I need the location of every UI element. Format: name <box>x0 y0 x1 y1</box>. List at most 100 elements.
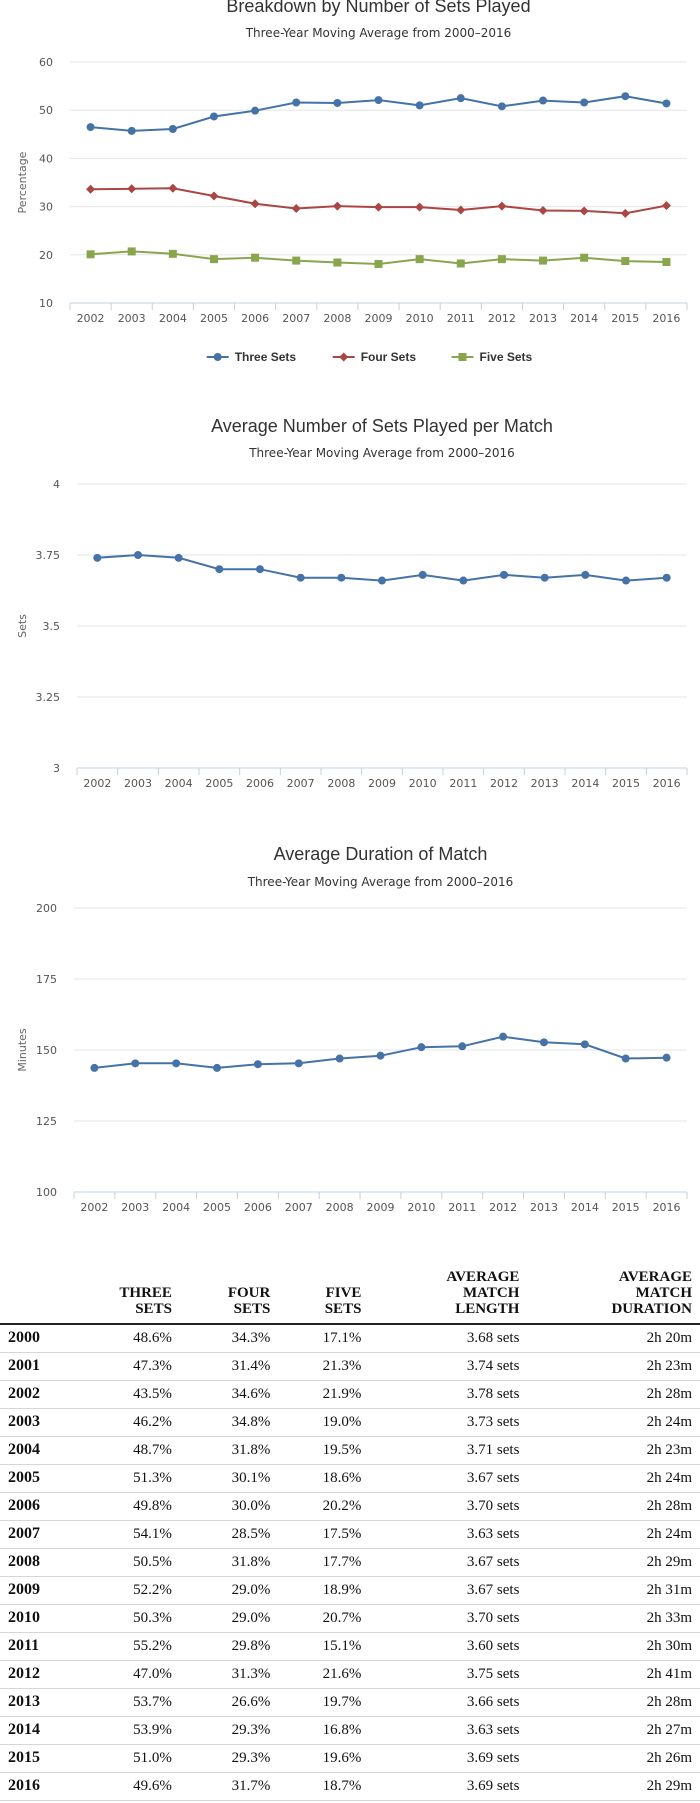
year-cell: 2007 <box>0 1520 62 1549</box>
value-cell: 19.5% <box>278 1436 370 1465</box>
table-row: 2006 49.8% 30.0% 20.2% 3.70 sets 2h 28m <box>0 1492 700 1521</box>
data-point <box>213 1063 222 1072</box>
data-point <box>292 256 301 265</box>
column-header: AVERAGE MATCH DURATION <box>527 1262 700 1325</box>
value-cell: 2h 24m <box>527 1408 700 1437</box>
data-point <box>291 204 301 214</box>
data-point <box>172 1059 181 1068</box>
value-cell: 30.0% <box>179 1492 279 1521</box>
value-cell: 2h 27m <box>527 1716 700 1745</box>
x-tick-label: 2010 <box>409 777 437 790</box>
avg-sets-chart: Average Number of Sets Played per Match T… <box>16 416 688 790</box>
series-2 <box>86 247 671 268</box>
value-cell: 18.9% <box>278 1576 370 1605</box>
data-point <box>378 576 386 585</box>
x-tick-label: 2009 <box>365 312 393 325</box>
data-point <box>418 570 427 579</box>
data-point <box>374 96 383 105</box>
x-tick-label: 2007 <box>287 777 315 790</box>
x-tick-label: 2010 <box>406 312 434 325</box>
data-point <box>459 576 468 585</box>
value-cell: 3.70 sets <box>369 1604 528 1633</box>
data-point <box>337 573 346 582</box>
y-tick-label: 3 <box>53 762 60 775</box>
data-point <box>662 573 671 582</box>
y-tick-label: 200 <box>36 902 57 915</box>
data-point <box>215 565 224 574</box>
data-point <box>621 257 630 266</box>
value-cell: 3.69 sets <box>369 1744 528 1773</box>
data-point <box>497 255 506 264</box>
y-tick-label: 40 <box>39 152 53 165</box>
data-point <box>661 201 671 211</box>
x-tick-label: 2015 <box>612 1201 640 1214</box>
table-row: 2008 50.5% 31.8% 17.7% 3.67 sets 2h 29m <box>0 1548 700 1577</box>
x-tick-label: 2016 <box>652 312 680 325</box>
year-cell: 2008 <box>0 1548 62 1577</box>
stats-table: THREE SETS FOUR SETS FIVE SETS AVERAGE MATCH LEN… <box>0 1262 700 1801</box>
value-cell: 2h 23m <box>527 1436 700 1465</box>
year-cell: 2006 <box>0 1492 62 1521</box>
value-cell: 3.73 sets <box>369 1408 528 1437</box>
chart-subtitle: Three-Year Moving Average from 2000–2016 <box>245 26 512 40</box>
column-header: AVERAGE MATCH LENGTH <box>369 1262 528 1325</box>
x-tick-label: 2004 <box>165 777 193 790</box>
value-cell: 17.1% <box>278 1324 370 1353</box>
value-cell: 3.67 sets <box>369 1464 528 1493</box>
value-cell: 2h 23m <box>527 1352 700 1381</box>
value-cell: 2h 20m <box>527 1324 700 1353</box>
data-point <box>256 565 264 574</box>
y-tick-label: 4 <box>53 478 60 491</box>
value-cell: 55.2% <box>62 1632 180 1661</box>
legend-swatch-marker <box>213 353 222 361</box>
table-row: 2009 52.2% 29.0% 18.9% 3.67 sets 2h 31m <box>0 1576 700 1605</box>
value-cell: 48.7% <box>62 1436 180 1465</box>
data-point <box>580 98 589 107</box>
data-point <box>209 191 219 201</box>
x-tick-label: 2014 <box>571 1201 599 1214</box>
data-point <box>333 258 342 267</box>
value-cell: 2h 29m <box>527 1772 700 1801</box>
data-point <box>499 1032 508 1041</box>
x-tick-label: 2003 <box>124 777 152 790</box>
value-cell: 3.74 sets <box>369 1352 528 1381</box>
value-cell: 50.5% <box>62 1548 180 1577</box>
x-tick-label: 2005 <box>205 777 233 790</box>
value-cell: 46.2% <box>62 1408 180 1437</box>
data-point <box>127 184 137 194</box>
x-tick-label: 2014 <box>570 312 598 325</box>
x-tick-label: 2011 <box>449 777 477 790</box>
year-cell: 2012 <box>0 1660 62 1689</box>
data-point <box>621 92 630 101</box>
y-tick-label: 30 <box>39 201 53 214</box>
data-point <box>497 102 506 111</box>
data-point <box>662 258 671 267</box>
y-tick-label: 20 <box>39 249 53 262</box>
value-cell: 2h 28m <box>527 1492 700 1521</box>
data-point <box>86 250 95 259</box>
year-cell: 2011 <box>0 1632 62 1661</box>
y-tick-label: 3.5 <box>43 620 61 633</box>
data-point <box>251 106 260 115</box>
data-point <box>168 249 177 258</box>
year-cell: 2016 <box>0 1772 62 1801</box>
x-tick-label: 2002 <box>80 1201 108 1214</box>
year-cell: 2001 <box>0 1352 62 1381</box>
value-cell: 29.8% <box>179 1632 279 1661</box>
data-point <box>250 199 260 209</box>
value-cell: 29.0% <box>179 1604 279 1633</box>
legend-item: Five Sets <box>451 350 533 364</box>
y-tick-label: 175 <box>36 973 57 986</box>
value-cell: 53.7% <box>62 1688 180 1717</box>
value-cell: 51.3% <box>62 1464 180 1493</box>
x-tick-label: 2002 <box>83 777 111 790</box>
table-row: 2000 48.6% 34.3% 17.1% 3.68 sets 2h 20m <box>0 1324 700 1353</box>
data-point <box>538 205 548 215</box>
data-point <box>332 201 342 211</box>
data-point <box>662 99 671 108</box>
x-tick-label: 2013 <box>530 1201 558 1214</box>
x-tick-label: 2008 <box>327 777 355 790</box>
data-point <box>456 94 465 103</box>
data-point <box>497 201 507 211</box>
x-tick-label: 2014 <box>571 777 599 790</box>
